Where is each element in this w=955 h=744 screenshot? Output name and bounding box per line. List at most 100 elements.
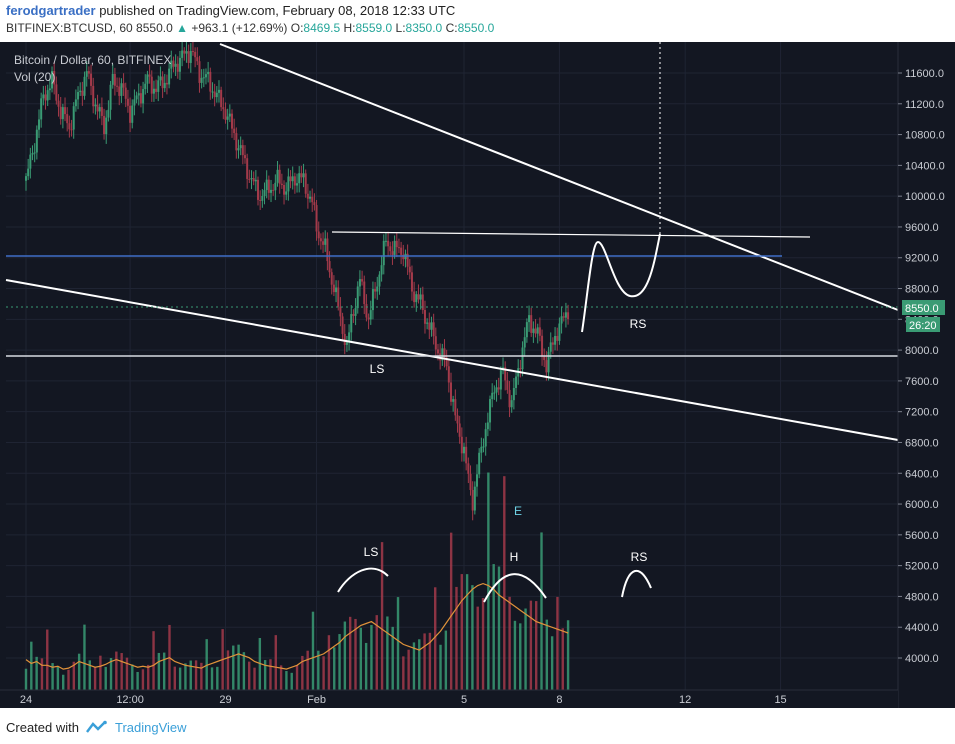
symbol-bar: BITFINEX:BTCUSD, 60 8550.0 ▲ +963.1 (+12… bbox=[6, 21, 494, 38]
candle-body bbox=[230, 113, 233, 129]
volume-bar bbox=[561, 628, 564, 690]
y-tick-label: 6400.0 bbox=[905, 468, 939, 480]
volume-bar bbox=[125, 657, 129, 690]
candle-body bbox=[298, 173, 301, 184]
tradingview-brand-link[interactable]: TradingView bbox=[114, 719, 187, 735]
candle-body bbox=[482, 446, 485, 448]
volume-bar bbox=[253, 667, 256, 690]
candle-body bbox=[317, 231, 320, 239]
author-link[interactable]: ferodgartrader bbox=[6, 3, 96, 18]
candle-body bbox=[491, 392, 494, 400]
volume-bar bbox=[375, 615, 378, 690]
candle-body bbox=[343, 333, 346, 345]
candle-body bbox=[525, 322, 528, 338]
candle-body bbox=[300, 173, 303, 178]
volume-bar bbox=[178, 667, 182, 690]
candle-body bbox=[235, 133, 238, 151]
chart-area[interactable]: LS RS E LS H RS 11600.0 11200.0 10800.0 10400.0 1… bbox=[0, 42, 955, 708]
y-tick-label: 9600.0 bbox=[905, 222, 939, 234]
candle-body bbox=[83, 76, 86, 96]
volume-bar bbox=[311, 611, 315, 690]
candle-body bbox=[410, 272, 413, 292]
candle-body bbox=[35, 129, 38, 153]
candle-body bbox=[27, 168, 30, 177]
candle-body bbox=[528, 315, 531, 323]
candle-body bbox=[168, 68, 171, 85]
candle-body bbox=[545, 360, 548, 373]
candle-body bbox=[267, 179, 270, 193]
volume-bar bbox=[465, 574, 469, 690]
tradingview-logo-icon bbox=[86, 720, 107, 733]
candle-body bbox=[270, 189, 273, 193]
candle-body bbox=[423, 310, 426, 324]
candle-body bbox=[473, 486, 476, 511]
candle-body bbox=[68, 123, 71, 130]
candle-body bbox=[226, 116, 229, 120]
volume-bar bbox=[380, 542, 384, 690]
label-rs-volume: RS bbox=[631, 550, 648, 564]
volume-bar bbox=[141, 669, 145, 690]
low-value: 8350.0 bbox=[405, 21, 443, 35]
volume-bar bbox=[147, 664, 150, 690]
candle-body bbox=[178, 57, 181, 72]
close-value: 8550.0 bbox=[457, 21, 495, 35]
candle-body bbox=[113, 73, 116, 86]
volume-bar bbox=[333, 647, 336, 690]
volume-bar bbox=[35, 656, 38, 690]
candle-body bbox=[150, 76, 153, 94]
candle-body bbox=[163, 82, 166, 89]
y-tick-label: 8800.0 bbox=[905, 284, 939, 296]
change-value: +963.1 (+12.69%) bbox=[191, 21, 288, 35]
candle-body bbox=[469, 473, 472, 491]
candle-body bbox=[519, 368, 522, 370]
volume-bar bbox=[444, 630, 448, 690]
candle-body bbox=[521, 347, 524, 370]
volume-bar bbox=[274, 635, 277, 690]
candle-body bbox=[328, 261, 331, 273]
candle-body bbox=[265, 179, 268, 191]
candle-body bbox=[296, 183, 299, 186]
candle-body bbox=[157, 80, 160, 92]
candle-body bbox=[506, 380, 509, 390]
y-tick-label: 10000.0 bbox=[905, 191, 945, 203]
candle-body bbox=[85, 71, 88, 77]
volume-bar bbox=[455, 586, 458, 690]
candle-body bbox=[152, 88, 155, 94]
candle-body bbox=[408, 266, 411, 273]
candle-body bbox=[66, 114, 69, 124]
y-tick-label: 11600.0 bbox=[905, 68, 944, 80]
candle-body bbox=[480, 446, 483, 453]
candle-body bbox=[135, 95, 138, 100]
candle-body bbox=[215, 92, 218, 98]
candle-body bbox=[133, 99, 136, 106]
volume-bar bbox=[194, 660, 198, 690]
candle-body bbox=[421, 294, 424, 311]
last-price: 8550.0 bbox=[136, 21, 173, 35]
candle-body bbox=[434, 336, 437, 350]
volume-bar bbox=[109, 657, 113, 690]
volume-bar bbox=[370, 625, 373, 690]
volume-bar bbox=[359, 627, 363, 690]
price-chart-svg[interactable]: LS RS E LS H RS 11600.0 11200.0 10800.0 10400.0 1… bbox=[0, 42, 955, 708]
candle-body bbox=[495, 387, 498, 393]
candle-body bbox=[213, 91, 216, 98]
candle-body bbox=[558, 323, 561, 341]
high-label: H: bbox=[343, 21, 356, 35]
candle-body bbox=[220, 89, 223, 108]
volume-bar bbox=[418, 639, 421, 690]
candle-body bbox=[322, 241, 325, 245]
volume-bar bbox=[237, 644, 240, 690]
candle-body bbox=[452, 399, 455, 402]
candle-body bbox=[465, 446, 468, 464]
volume-bar bbox=[83, 624, 86, 690]
candle-body bbox=[131, 105, 134, 123]
candle-body bbox=[315, 205, 318, 232]
volume-bar bbox=[412, 642, 416, 690]
volume-bar bbox=[434, 587, 437, 690]
volume-bar bbox=[476, 606, 479, 690]
candle-body bbox=[92, 85, 95, 107]
candle-body bbox=[278, 169, 281, 184]
candle-body bbox=[287, 176, 290, 192]
candle-body bbox=[369, 310, 372, 320]
candle-body bbox=[259, 199, 262, 201]
